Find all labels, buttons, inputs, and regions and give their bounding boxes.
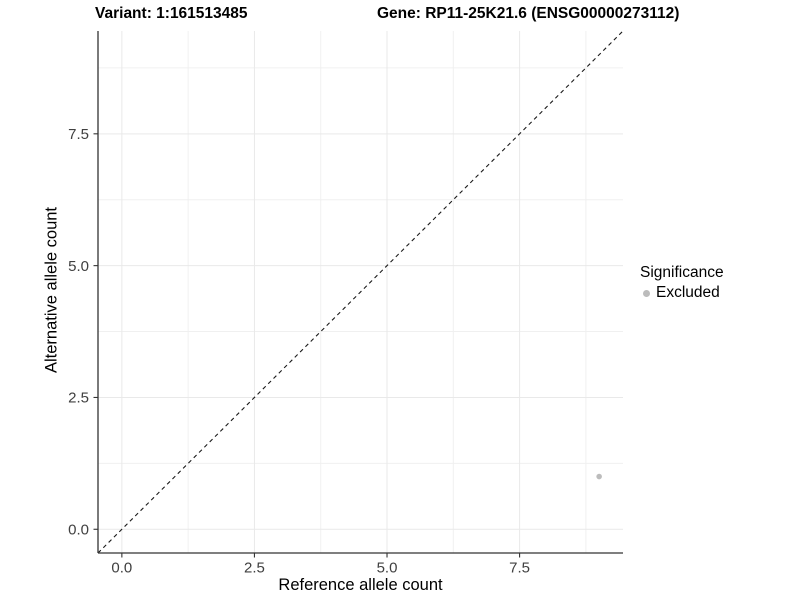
- plot-title-variant: Variant: 1:161513485: [95, 5, 248, 22]
- x-tick-label: 2.5: [244, 560, 265, 577]
- x-tick-label: 7.5: [509, 560, 530, 577]
- legend-title: Significance: [640, 264, 724, 281]
- legend-item-excluded: Excluded: [640, 284, 724, 302]
- legend: Significance Excluded: [640, 263, 724, 302]
- data-point: [596, 473, 602, 480]
- identity-dashed-line: [97, 30, 624, 554]
- x-tick-label: 5.0: [377, 560, 398, 577]
- y-tick-label: 5.0: [68, 258, 89, 275]
- y-tick-label: 0.0: [68, 521, 89, 538]
- y-tick-label: 2.5: [68, 390, 89, 407]
- excluded-dot-icon: [643, 289, 650, 297]
- y-tick-label: 7.5: [68, 126, 89, 143]
- plot-title-gene: Gene: RP11-25K21.6 (ENSG00000273112): [377, 5, 680, 22]
- legend-item-label: Excluded: [656, 284, 720, 301]
- y-axis-title: Alternative allele count: [42, 206, 61, 374]
- x-axis-title: Reference allele count: [278, 576, 443, 594]
- x-tick-label: 0.0: [111, 560, 132, 577]
